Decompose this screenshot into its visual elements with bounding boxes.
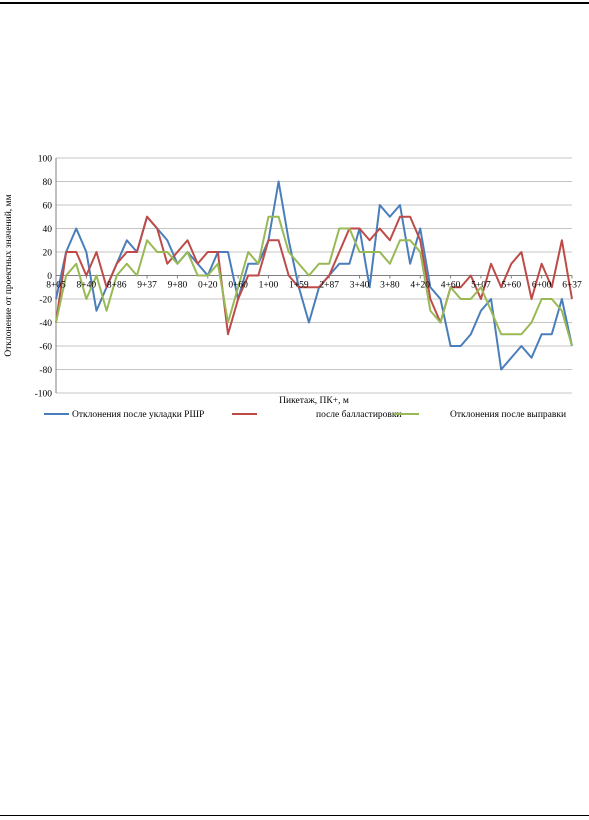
y-tick-label: 80: [43, 178, 53, 188]
legend-label-2: после балластировки: [316, 409, 402, 420]
y-tick-label: 40: [43, 225, 53, 235]
x-tick-label: 2+87: [319, 281, 339, 291]
x-tick-label: 0+20: [198, 281, 218, 291]
x-tick-label: 6+37: [562, 281, 582, 291]
y-axis-title: Отклонение от проектных значений, мм: [3, 194, 14, 356]
top-rule: [0, 2, 589, 4]
series-line-3: [55, 215, 573, 347]
y-tick-label: 60: [43, 202, 53, 212]
x-tick-label: 8+05: [46, 281, 66, 291]
y-tick-label: -80: [39, 366, 52, 376]
y-tick-label: 100: [38, 155, 53, 165]
y-tick-label: -40: [39, 319, 52, 329]
x-tick-label: 9+37: [137, 281, 157, 291]
x-tick-label: 4+20: [410, 281, 430, 291]
series-line-2: [55, 215, 573, 336]
x-axis-title: Пикетаж, ПК+, м: [279, 396, 349, 406]
line-chart: 100 80 60 40 20 0 -20 -40 -60 -80 -100 8+05 8+40 8+86…: [3, 155, 582, 421]
x-tick-label: 4+60: [441, 281, 461, 291]
x-tick-label: 3+80: [380, 281, 400, 291]
x-tick-label: 8+86: [107, 281, 127, 291]
y-tick-label: 0: [47, 272, 52, 282]
y-tick-label: -100: [35, 390, 53, 400]
y-tick-label: -60: [39, 343, 52, 353]
legend-label-1: Отклонения после укладки РШР: [72, 410, 204, 420]
legend-label-3: Отклонения после выправки: [450, 410, 566, 420]
bottom-rule: [0, 815, 589, 816]
x-tick-label: 9+80: [168, 281, 188, 291]
x-tick-label: 5+60: [501, 281, 521, 291]
x-tick-label: 1+59: [289, 281, 309, 291]
y-tick-label: 20: [43, 249, 53, 259]
y-tick-label: -20: [39, 296, 52, 306]
x-tick-label: 5+07: [471, 281, 491, 291]
x-tick-label: 0+60: [228, 281, 248, 291]
x-tick-label: 6+00: [532, 281, 552, 291]
x-tick-label: 8+40: [77, 281, 97, 291]
x-tick-label: 1+00: [259, 281, 279, 291]
x-tick-label: 3+40: [350, 281, 370, 291]
